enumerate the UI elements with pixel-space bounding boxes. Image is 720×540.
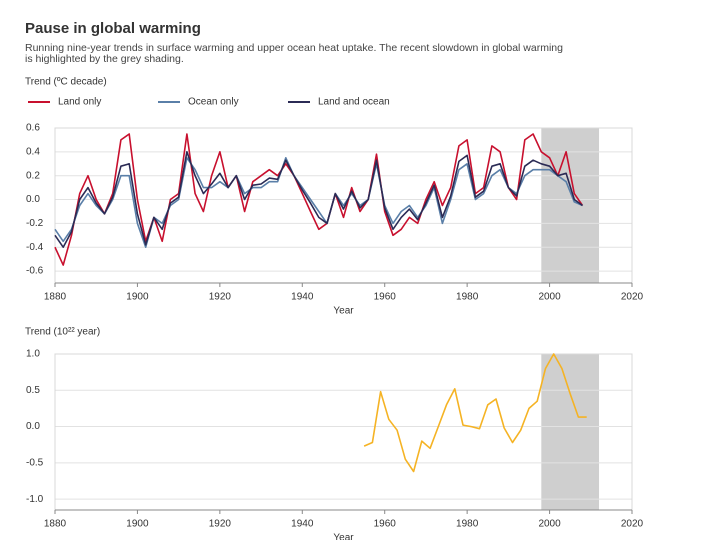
legend-label: Land and ocean <box>318 97 390 108</box>
y-axis-label: Trend (ºC decade) <box>25 77 107 88</box>
y-axis-label: Trend (10²² year) <box>25 327 100 338</box>
series-line <box>54 157 583 248</box>
y-tick-label: -0.4 <box>26 242 44 253</box>
header: Pause in global warming Running nine-yea… <box>25 20 570 65</box>
x-tick-label: 1980 <box>456 292 479 303</box>
x-tick-label: 1980 <box>456 519 479 530</box>
y-tick-label: 1.0 <box>26 349 40 360</box>
x-axis-label: Year <box>333 533 354 540</box>
series-line <box>363 353 587 473</box>
y-tick-label: 0.6 <box>26 123 40 134</box>
title: Pause in global warming <box>25 20 201 37</box>
y-tick-label: -0.2 <box>26 218 44 229</box>
legend-label: Ocean only <box>188 97 239 108</box>
series-line <box>54 133 584 266</box>
legend-label: Land only <box>58 97 101 108</box>
x-tick-label: 1900 <box>126 292 149 303</box>
y-tick-label: -0.5 <box>26 457 44 468</box>
x-tick-label: 1940 <box>291 519 314 530</box>
y-tick-label: -1.0 <box>26 494 44 505</box>
x-tick-label: 1920 <box>209 519 232 530</box>
x-tick-label: 1920 <box>209 292 232 303</box>
y-tick-label: 0.2 <box>26 170 40 181</box>
x-tick-label: 1900 <box>126 519 149 530</box>
x-tick-label: 1960 <box>374 519 397 530</box>
y-tick-label: -0.6 <box>26 266 44 277</box>
x-tick-label: 2000 <box>538 292 561 303</box>
x-tick-label: 2020 <box>621 519 644 530</box>
x-tick-label: 2020 <box>621 292 644 303</box>
shading <box>541 354 600 510</box>
shading <box>541 128 600 283</box>
x-tick-label: 1940 <box>291 292 314 303</box>
x-tick-label: 1880 <box>44 292 67 303</box>
x-axis-label: Year <box>333 306 354 317</box>
x-tick-label: 1880 <box>44 519 67 530</box>
series-line <box>54 151 583 248</box>
y-tick-label: 0.0 <box>26 194 40 205</box>
y-tick-label: 0.4 <box>26 146 40 157</box>
y-tick-label: 0.0 <box>26 421 40 432</box>
x-tick-label: 1960 <box>374 292 397 303</box>
y-tick-label: 0.5 <box>26 385 40 396</box>
x-tick-label: 2000 <box>538 519 561 530</box>
subtitle: Running nine-year trends in surface warm… <box>25 42 563 65</box>
